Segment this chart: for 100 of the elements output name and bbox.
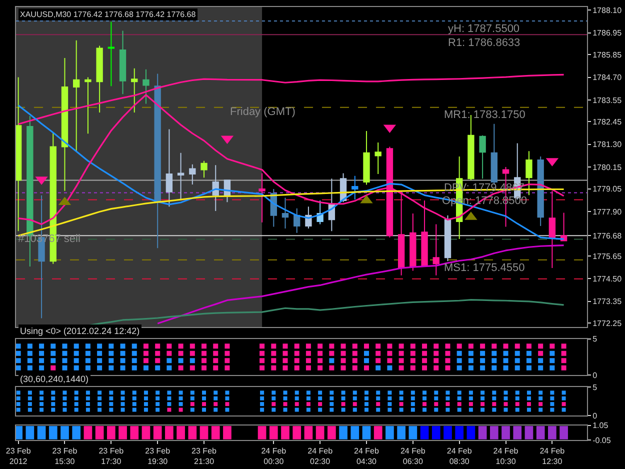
point: [538, 365, 544, 370]
point: [340, 344, 346, 349]
point: [446, 390, 450, 395]
point: [202, 402, 206, 406]
candlestick: [131, 68, 138, 113]
candlestick: [119, 30, 126, 95]
point: [398, 350, 404, 356]
point: [271, 350, 276, 356]
y-tick-label: 1784.70: [592, 73, 622, 82]
point: [190, 358, 195, 364]
candlestick: [294, 208, 300, 234]
point: [294, 408, 299, 412]
point: [260, 350, 265, 356]
x-tick-label: 23 Feb 2012: [6, 446, 32, 466]
point: [492, 358, 497, 364]
point: [167, 390, 172, 395]
point: [283, 396, 288, 400]
point: [550, 390, 554, 395]
point: [271, 344, 276, 349]
point: [561, 344, 566, 349]
point: [16, 365, 21, 370]
point: [329, 350, 334, 356]
point: [143, 344, 148, 349]
x-tick-label: 24 Feb 04:30: [354, 446, 380, 466]
point: [341, 390, 346, 395]
candlestick: [468, 114, 474, 181]
point: [132, 408, 136, 412]
point: [260, 390, 264, 395]
point: [156, 408, 160, 412]
point: [410, 350, 416, 356]
point: [341, 402, 346, 406]
candlestick: [96, 45, 103, 113]
point: [456, 344, 462, 349]
y-tick-label: 1779.05: [592, 184, 622, 194]
point: [155, 365, 160, 370]
y-tick-label: 1783.55: [592, 96, 622, 105]
point: [399, 402, 404, 406]
point: [214, 396, 218, 400]
point: [225, 396, 230, 400]
point: [515, 390, 520, 395]
point: [376, 390, 380, 395]
point: [388, 396, 392, 400]
point: [155, 344, 160, 349]
point: [364, 390, 368, 395]
point: [562, 402, 566, 406]
point: [562, 408, 566, 412]
y-tick-label: 1781.30: [592, 140, 622, 150]
point: [352, 402, 357, 406]
point: [74, 358, 79, 364]
point: [109, 390, 114, 395]
point: [40, 408, 44, 412]
point: [434, 344, 439, 349]
point: [132, 390, 136, 395]
point: [492, 402, 496, 406]
point: [399, 390, 404, 395]
point: [376, 344, 381, 349]
candlestick: [479, 134, 486, 180]
point: [364, 358, 369, 364]
point: [27, 365, 32, 370]
point: [98, 396, 102, 400]
x-tick-label: 23 Feb 21:30: [192, 446, 218, 466]
point: [457, 408, 462, 412]
point: [538, 402, 543, 406]
point: [388, 390, 392, 395]
point: [282, 350, 288, 356]
point: [550, 344, 555, 349]
point: [306, 350, 311, 356]
point: [468, 390, 473, 395]
point: [503, 365, 508, 370]
point: [330, 396, 334, 400]
point: [28, 408, 32, 412]
point: [272, 408, 276, 412]
point: [399, 396, 404, 400]
y-tick-label: 1788.10: [592, 6, 622, 15]
y-tick-label: 1774.50: [592, 274, 622, 284]
point: [166, 344, 172, 349]
point: [492, 390, 496, 395]
point: [538, 408, 543, 412]
point: [178, 358, 184, 364]
point: [283, 402, 288, 406]
x-tick-label: 24 Feb 10:30: [493, 446, 519, 466]
point: [214, 390, 218, 395]
x-tick-label: 24 Feb 00:30: [261, 446, 287, 466]
point: [16, 408, 20, 412]
point: [74, 396, 78, 400]
point: [86, 408, 90, 412]
candlestick: [108, 21, 115, 87]
point: [132, 396, 136, 400]
point: [272, 396, 276, 400]
point: [329, 344, 334, 349]
point: [178, 344, 184, 349]
annotation: Friday (GMT): [230, 106, 296, 118]
point: [16, 396, 20, 400]
point: [468, 358, 474, 364]
point: [422, 344, 428, 349]
point: [202, 396, 206, 400]
candlestick: [352, 175, 358, 200]
point: [86, 396, 90, 400]
point: [515, 408, 520, 412]
point: [457, 402, 462, 406]
